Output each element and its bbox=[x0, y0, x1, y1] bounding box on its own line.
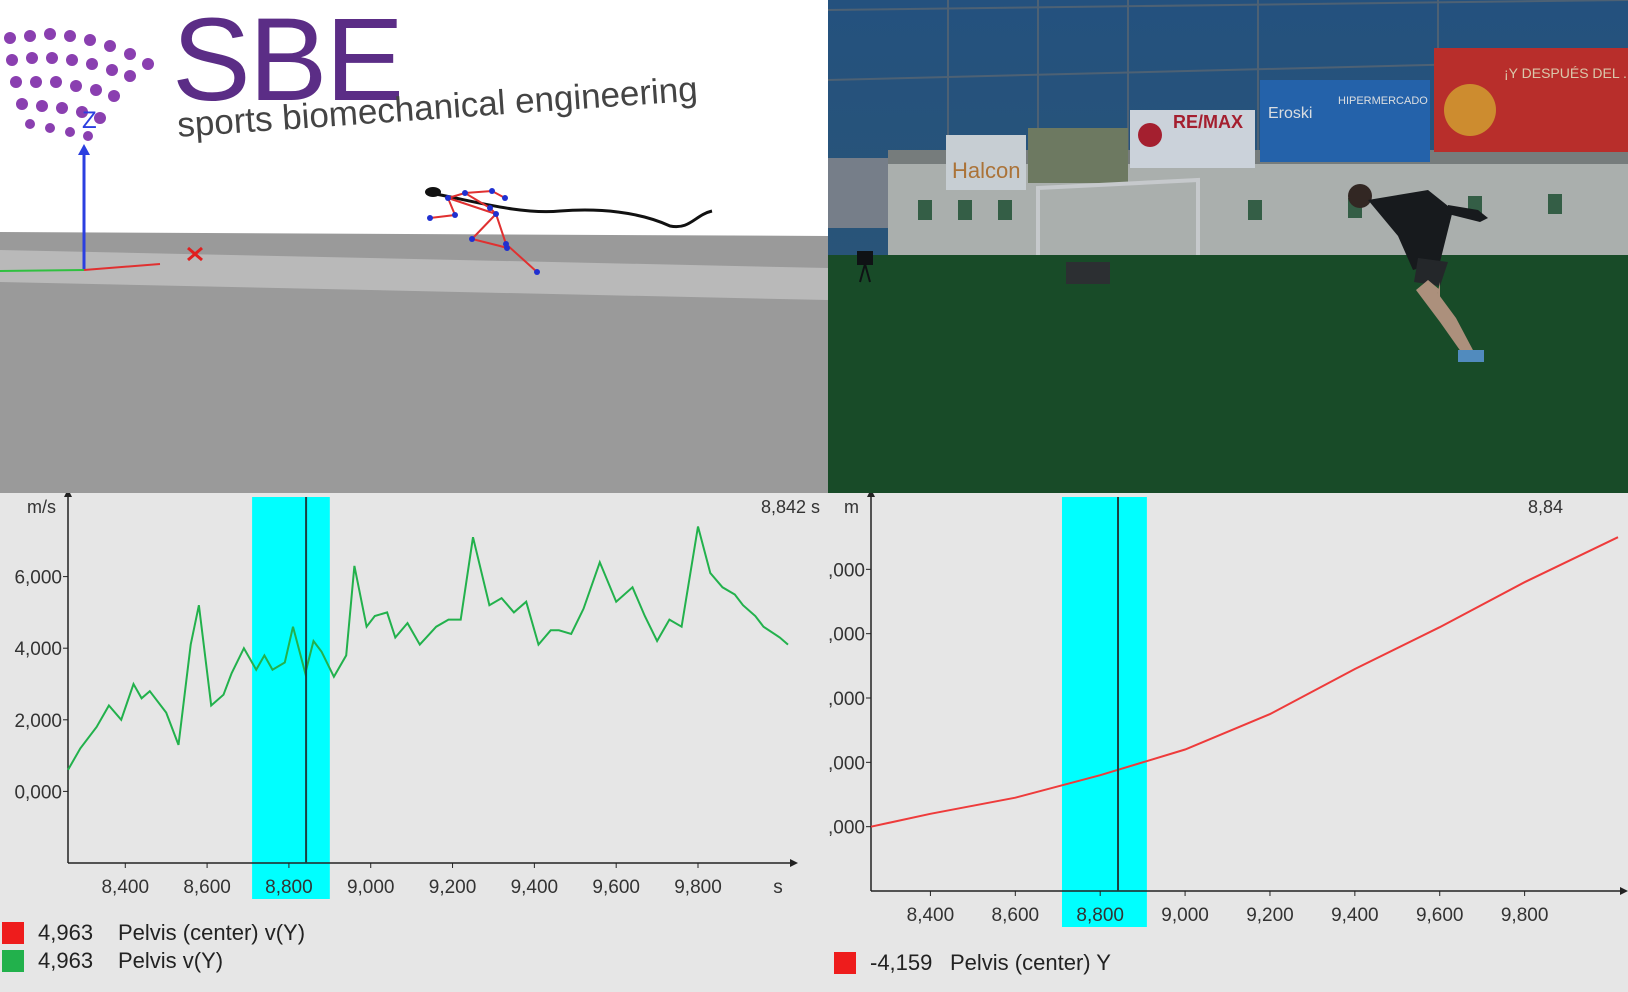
cursor-readout: 8,84 bbox=[1528, 497, 1563, 517]
x-axis-arrow-icon bbox=[790, 859, 798, 867]
svg-text:Eroski: Eroski bbox=[1268, 105, 1312, 122]
y-tick-label: 0,000 bbox=[14, 782, 62, 803]
y-tick-label: -2,000 bbox=[828, 689, 865, 710]
x-tick-label: 9,000 bbox=[347, 877, 395, 898]
skeleton-model bbox=[425, 187, 713, 275]
y-axis-arrow-icon bbox=[867, 493, 875, 497]
x-tick-label: 8,400 bbox=[907, 905, 955, 926]
x-tick-label: 9,600 bbox=[1416, 905, 1464, 926]
x-tick-label: 9,200 bbox=[1246, 905, 1294, 926]
x-tick-label: 8,400 bbox=[101, 877, 149, 898]
x-tick-label: 9,200 bbox=[429, 877, 477, 898]
sprinter bbox=[1348, 184, 1488, 362]
video-image: Halcon RE/MAX Eroski HIPERMERCADO ¡Y DES… bbox=[828, 0, 1628, 493]
svg-text:Halcon: Halcon bbox=[952, 158, 1020, 183]
legend-swatch bbox=[834, 951, 856, 974]
y-tick-label: -6,000 bbox=[828, 818, 865, 839]
axis-gizmo bbox=[0, 144, 161, 272]
legend-entry-center-position[interactable]: -4,159 Pelvis (center) Y bbox=[832, 948, 1628, 977]
svg-text:RE/MAX: RE/MAX bbox=[1173, 112, 1243, 132]
x-tick-label: 9,400 bbox=[1331, 905, 1379, 926]
x-unit-label: s bbox=[773, 877, 783, 898]
y-tick-label: -4,000 bbox=[828, 753, 865, 774]
x-tick-label: 9,600 bbox=[592, 877, 640, 898]
x-tick-label: 8,800 bbox=[265, 877, 313, 898]
y-axis-arrow-icon bbox=[64, 493, 72, 497]
y-tick-label: 2,000 bbox=[14, 711, 62, 732]
selection-band bbox=[1061, 497, 1147, 927]
legend-value: 4,963 bbox=[38, 947, 94, 973]
legend-swatch bbox=[2, 949, 24, 972]
selection-band bbox=[252, 497, 330, 899]
ad-banners: Halcon RE/MAX Eroski HIPERMERCADO ¡Y DES… bbox=[946, 48, 1628, 190]
legend-label: Pelvis (center) Y bbox=[950, 949, 1111, 975]
cursor-readout: 8,842 s bbox=[761, 497, 820, 517]
legend-value: 4,963 bbox=[38, 919, 94, 945]
y-unit-label: m/s bbox=[27, 497, 56, 517]
legend-entry-velocity[interactable]: 4,963 Pelvis v(Y) bbox=[0, 946, 828, 975]
series-line bbox=[870, 536, 1619, 828]
y-tick-label: 4,000 bbox=[14, 639, 62, 660]
x-tick-label: 8,600 bbox=[992, 905, 1040, 926]
goal-post bbox=[1036, 177, 1200, 270]
y-tick-label: 6,000 bbox=[14, 568, 62, 589]
x-tick-label: 9,800 bbox=[1501, 905, 1549, 926]
sbe-logo-mark bbox=[4, 28, 154, 141]
svg-text:¡Y DESPUÉS DEL ... VEN A BURGE: ¡Y DESPUÉS DEL ... VEN A BURGE bbox=[1504, 65, 1628, 81]
x-tick-label: 9,400 bbox=[511, 877, 559, 898]
legend-swatch bbox=[2, 921, 24, 944]
velocity-chart-panel[interactable]: m/s 6,000 4,000 2,000 0,000 8,400 8,600 8,800 9,… bbox=[0, 493, 828, 992]
scene-3d: Z bbox=[0, 28, 828, 493]
tripod-icon bbox=[857, 251, 873, 283]
legend-value: -4,159 bbox=[870, 949, 933, 975]
target-marker-icon bbox=[187, 246, 203, 262]
logo-wordmark: SBE bbox=[172, 0, 404, 126]
x-tick-label: 9,800 bbox=[674, 877, 722, 898]
x-tick-label: 9,000 bbox=[1161, 905, 1209, 926]
series-line bbox=[67, 526, 789, 771]
velocity-chart[interactable]: m/s 6,000 4,000 2,000 0,000 8,400 8,600 8,800 9,… bbox=[0, 493, 828, 913]
video-frame[interactable]: Halcon RE/MAX Eroski HIPERMERCADO ¡Y DES… bbox=[828, 0, 1628, 493]
legend-entry-center-velocity[interactable]: 4,963 Pelvis (center) v(Y) bbox=[0, 918, 828, 947]
position-chart[interactable]: m 2,000 0,000 -2,000 -4,000 -6,000 8,400 8,600 8… bbox=[828, 493, 1628, 945]
track-strip bbox=[0, 250, 828, 300]
y-tick-label: 2,000 bbox=[828, 560, 865, 581]
ground-plane bbox=[0, 232, 828, 493]
svg-text:HIPERMERCADO: HIPERMERCADO bbox=[1338, 95, 1428, 107]
x-tick-label: 8,800 bbox=[1076, 905, 1124, 926]
legend-label: Pelvis v(Y) bbox=[118, 947, 224, 973]
x-tick-label: 8,600 bbox=[183, 877, 231, 898]
z-axis-label: Z bbox=[82, 107, 97, 134]
viewport-3d[interactable]: Z SBE sports biomechanical engineering bbox=[0, 0, 828, 493]
legend-label: Pelvis (center) v(Y) bbox=[118, 919, 306, 945]
x-axis-arrow-icon bbox=[1620, 887, 1628, 895]
y-unit-label: m bbox=[844, 497, 859, 517]
position-chart-panel[interactable]: m 2,000 0,000 -2,000 -4,000 -6,000 8,400 8,600 8… bbox=[828, 493, 1628, 992]
y-tick-label: 0,000 bbox=[828, 625, 865, 646]
